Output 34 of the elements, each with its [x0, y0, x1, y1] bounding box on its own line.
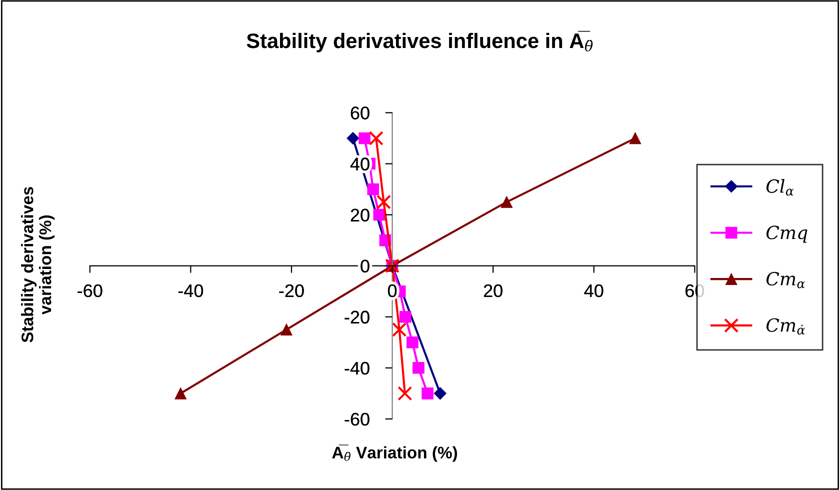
legend-label: Cmq: [766, 226, 808, 243]
point: [399, 310, 412, 323]
x-tick-label: 20: [484, 284, 502, 298]
x-tick-label: -40: [178, 284, 204, 298]
point: [398, 386, 412, 401]
point: [392, 322, 407, 337]
y-axis-title: Stability derivatives variation (%): [21, 187, 55, 342]
point: [367, 183, 380, 196]
point: [412, 362, 424, 374]
point: [629, 132, 642, 144]
point: [422, 388, 434, 400]
y-tick-label: -20: [344, 310, 370, 324]
point: [280, 324, 292, 336]
point: [376, 194, 392, 210]
y-tick-label: -40: [344, 362, 370, 375]
legend-label: Cm$_{α̇}$: [766, 318, 806, 335]
legend-label: Cl$_{α}$: [766, 178, 794, 196]
point: [434, 387, 446, 400]
point: [174, 388, 187, 400]
y-tick-label: 60: [350, 106, 370, 120]
point: [346, 132, 360, 144]
x-tick-label: -60: [78, 284, 102, 298]
point: [358, 132, 370, 144]
y-tick-label: -60: [344, 412, 370, 426]
x-axis-title: A̅$_{θ̈}$ Variation (%): [332, 444, 458, 462]
y-tick-label: 20: [350, 208, 370, 222]
chart-title: Stability derivatives influence in A̅$_{θ̈}$: [246, 30, 593, 52]
x-tick-label: 40: [584, 284, 604, 298]
point: [406, 336, 418, 348]
point: [373, 208, 386, 221]
legend-label: Cm$_{α}$: [766, 272, 806, 288]
x-tick-label: -20: [279, 284, 304, 298]
point: [500, 196, 513, 208]
point: [368, 130, 384, 146]
